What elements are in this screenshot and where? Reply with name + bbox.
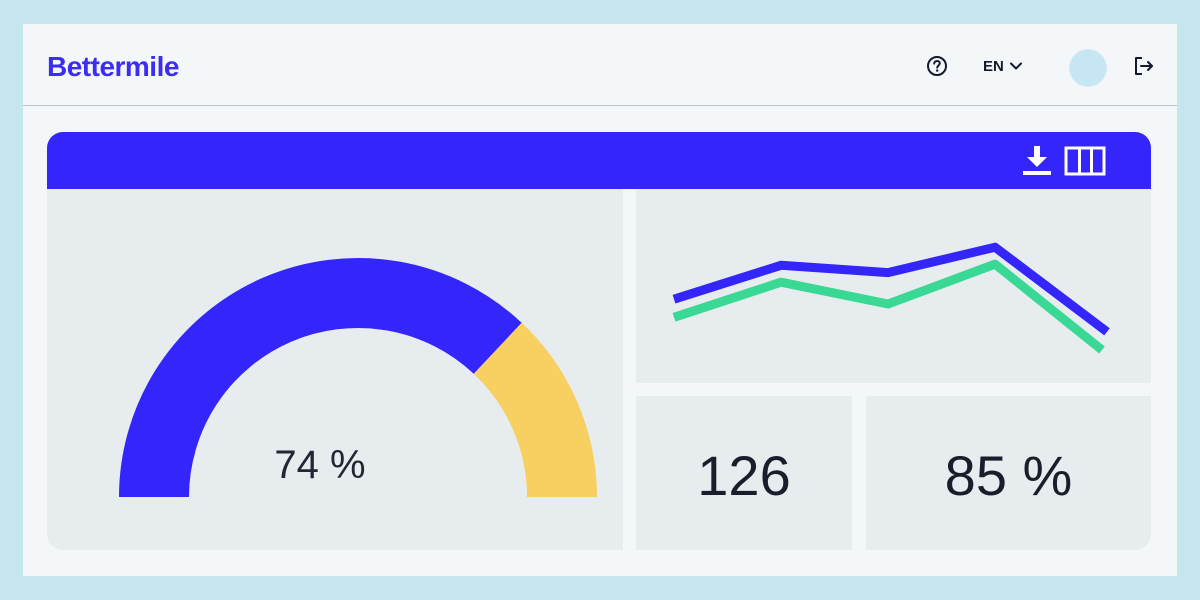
language-label: EN [983, 57, 1004, 75]
stat-card-count: 126 [636, 396, 852, 550]
columns-button[interactable] [1063, 144, 1107, 178]
logo[interactable]: Bettermile [47, 51, 179, 82]
stat-count-value: 126 [697, 444, 791, 507]
series-line-1 [672, 242, 1110, 336]
gauge [119, 258, 597, 498]
stat-card-percentage: 85 % [866, 396, 1151, 550]
stat-percentage-value: 85 % [944, 444, 1073, 507]
language-select[interactable]: EN [983, 56, 1022, 76]
question-circle-icon [927, 56, 947, 76]
columns-icon [1064, 146, 1106, 176]
series-line-2 [672, 259, 1105, 354]
gauge-value: 74 % [274, 443, 366, 487]
line-chart-card [636, 189, 1151, 383]
download-icon [1023, 146, 1051, 175]
line-chart [672, 242, 1110, 354]
avatar[interactable] [1069, 49, 1107, 87]
logout-button[interactable] [1132, 54, 1156, 78]
app-frame: Bettermile EN [23, 24, 1177, 576]
top-bar: Bettermile EN [23, 24, 1177, 106]
gauge-fill-arc [119, 258, 522, 498]
panel-header [47, 132, 1151, 189]
help-button[interactable] [926, 55, 948, 77]
gauge-remainder-arc [473, 322, 597, 498]
logout-icon [1135, 57, 1153, 75]
download-button[interactable] [1019, 144, 1055, 178]
gauge-card: 74 % [47, 189, 623, 550]
chevron-down-icon [1009, 62, 1022, 70]
